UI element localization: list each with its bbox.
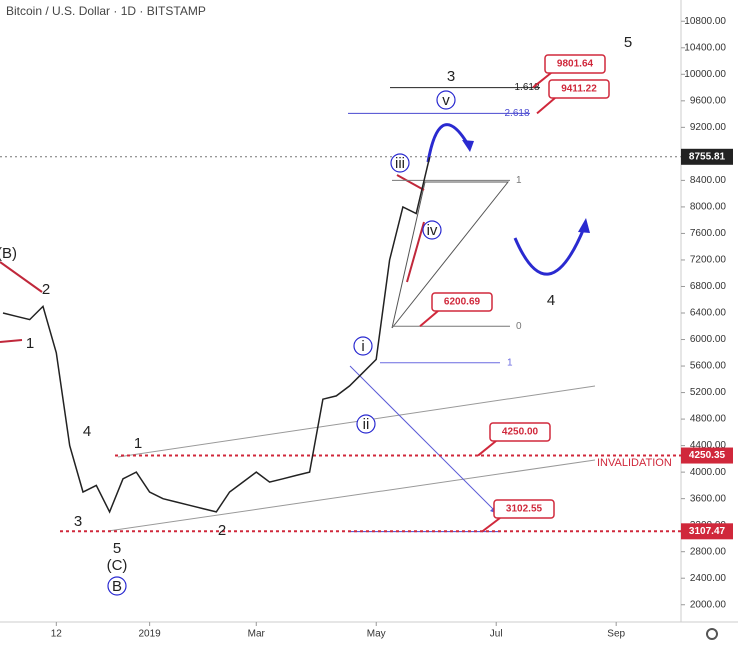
callout-pointer	[477, 440, 497, 457]
y-tick-label: 5600.00	[690, 361, 727, 372]
callout-box	[489, 422, 551, 442]
y-tick-label: 10000.00	[684, 69, 726, 80]
price-line-series	[2, 157, 431, 514]
wave-circle	[436, 90, 456, 110]
price-tag	[681, 523, 733, 540]
callout-pointer	[532, 72, 552, 89]
invalidation-label: INVALIDATION	[597, 457, 672, 469]
wave-circle	[356, 414, 376, 434]
y-tick-label: 7600.00	[690, 228, 727, 239]
fib-triangle	[391, 181, 510, 329]
wave-label: iv	[427, 222, 438, 239]
wave-line	[0, 339, 23, 343]
wave-line	[0, 261, 43, 293]
wave-label: i	[361, 338, 364, 355]
callout-pointer	[419, 310, 439, 327]
wave-label: 2	[42, 281, 50, 298]
y-tick-label: 7200.00	[690, 255, 727, 266]
wave-label: 3	[447, 68, 455, 85]
wave-circle	[107, 576, 127, 596]
channel-upper	[117, 385, 596, 458]
callout-box	[431, 292, 493, 312]
wave-label: 1	[26, 335, 34, 352]
wave-label: 4	[547, 292, 555, 309]
x-tick-label: May	[367, 629, 386, 640]
chart-title: Bitcoin / U.S. Dollar · 1D · BITSTAMP	[6, 4, 206, 18]
wave-label: 4	[83, 423, 91, 440]
wave-label: B	[112, 578, 122, 595]
arrowhead	[462, 140, 474, 152]
projection-line	[349, 365, 499, 515]
price-tag	[681, 148, 733, 165]
callout-label: 3102.55	[506, 504, 543, 515]
price-tag-label: 3107.47	[689, 526, 726, 537]
wave-v-arrow	[426, 123, 472, 163]
y-tick-label: 10400.00	[684, 42, 726, 53]
y-tick-label: 6000.00	[690, 334, 727, 345]
y-tick-label: 2000.00	[690, 599, 727, 610]
wave-label: 1	[134, 435, 142, 452]
price-tag-label: 4250.35	[689, 450, 726, 461]
y-tick-label: 8400.00	[690, 175, 727, 186]
wave-circle	[422, 220, 442, 240]
y-tick-label: 6400.00	[690, 308, 727, 319]
callout-box	[548, 79, 610, 99]
callout-pointer	[536, 97, 556, 115]
channel-lower	[107, 459, 596, 532]
callout-box	[544, 54, 606, 74]
y-tick-label: 4000.00	[690, 467, 727, 478]
x-tick-label: Jul	[490, 629, 503, 640]
price-tag	[681, 447, 733, 464]
fib-label: 2.618	[504, 108, 529, 119]
settings-icon[interactable]	[706, 628, 718, 640]
wave-label: 5	[113, 540, 121, 557]
price-tag-label: 8755.81	[689, 151, 726, 162]
wave-line	[406, 221, 425, 283]
wave-circle	[353, 336, 373, 356]
y-tick-label: 2400.00	[690, 573, 727, 584]
y-tick-label: 10800.00	[684, 16, 726, 27]
wave-label: (C)	[107, 557, 128, 574]
x-tick-label: Sep	[607, 629, 625, 640]
wave-4-arrow	[513, 227, 586, 276]
callout-label: 6200.69	[444, 297, 481, 308]
fib-label: 1	[516, 175, 522, 186]
y-tick-label: 2800.00	[690, 546, 727, 557]
wave-label: v	[442, 92, 450, 109]
callout-box	[493, 499, 555, 519]
wave-circle	[390, 153, 410, 173]
callout-label: 9801.64	[557, 59, 594, 70]
wave-label: 2	[218, 522, 226, 539]
wave-label: (B)	[0, 245, 17, 262]
x-tick-label: Mar	[248, 629, 266, 640]
y-tick-label: 3600.00	[690, 493, 727, 504]
x-tick-label: 2019	[139, 629, 162, 640]
wave-label: iii	[395, 155, 405, 172]
arrowhead	[578, 218, 590, 233]
y-tick-label: 4400.00	[690, 440, 727, 451]
y-tick-label: 5200.00	[690, 387, 727, 398]
fib-label: 1	[507, 357, 513, 368]
wave-label: ii	[363, 416, 370, 433]
y-tick-label: 6800.00	[690, 281, 727, 292]
x-tick-label: 12	[51, 629, 63, 640]
fib-label: 0	[516, 321, 522, 332]
y-tick-label: 9600.00	[690, 95, 727, 106]
callout-pointer	[481, 517, 501, 533]
callout-label: 9411.22	[561, 84, 597, 95]
y-tick-label: 4800.00	[690, 414, 727, 425]
callout-label: 4250.00	[502, 427, 539, 438]
wave-label: 3	[74, 513, 82, 530]
fib-label: 1.618	[514, 82, 539, 93]
wave-label: 5	[624, 34, 632, 51]
y-tick-label: 9200.00	[690, 122, 727, 133]
wave-line	[396, 174, 425, 191]
y-tick-label: 8000.00	[690, 202, 727, 213]
